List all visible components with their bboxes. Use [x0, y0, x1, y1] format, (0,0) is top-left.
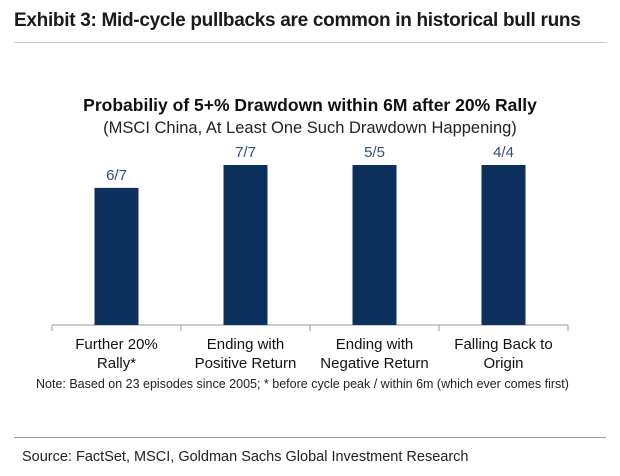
category-label: Ending with Negative Return [320, 336, 428, 372]
category-label: Falling Back to Origin [454, 336, 552, 372]
exhibit-title: Exhibit 3: Mid-cycle pullbacks are commo… [14, 10, 581, 31]
source-line: Source: FactSet, MSCI, Goldman Sachs Glo… [22, 449, 469, 465]
chart-title: Probabiliy of 5+% Drawdown within 6M aft… [83, 95, 537, 115]
category-label: Ending with Positive Return [195, 336, 297, 372]
bottom-divider [14, 437, 606, 438]
data-label: 6/7 [106, 167, 127, 184]
bar-2 [223, 165, 268, 325]
data-label: 7/7 [235, 144, 256, 161]
category-label: Further 20% Rally* [75, 336, 158, 372]
data-label: 4/4 [493, 144, 514, 161]
top-divider [14, 42, 606, 43]
chart-subtitle: (MSCI China, At Least One Such Drawdown … [103, 119, 517, 137]
data-label: 5/5 [364, 144, 385, 161]
bar-1 [94, 187, 139, 325]
chart-note: Note: Based on 23 episodes since 2005; *… [36, 377, 569, 391]
bar-3 [352, 165, 397, 325]
bar-4 [481, 165, 526, 325]
